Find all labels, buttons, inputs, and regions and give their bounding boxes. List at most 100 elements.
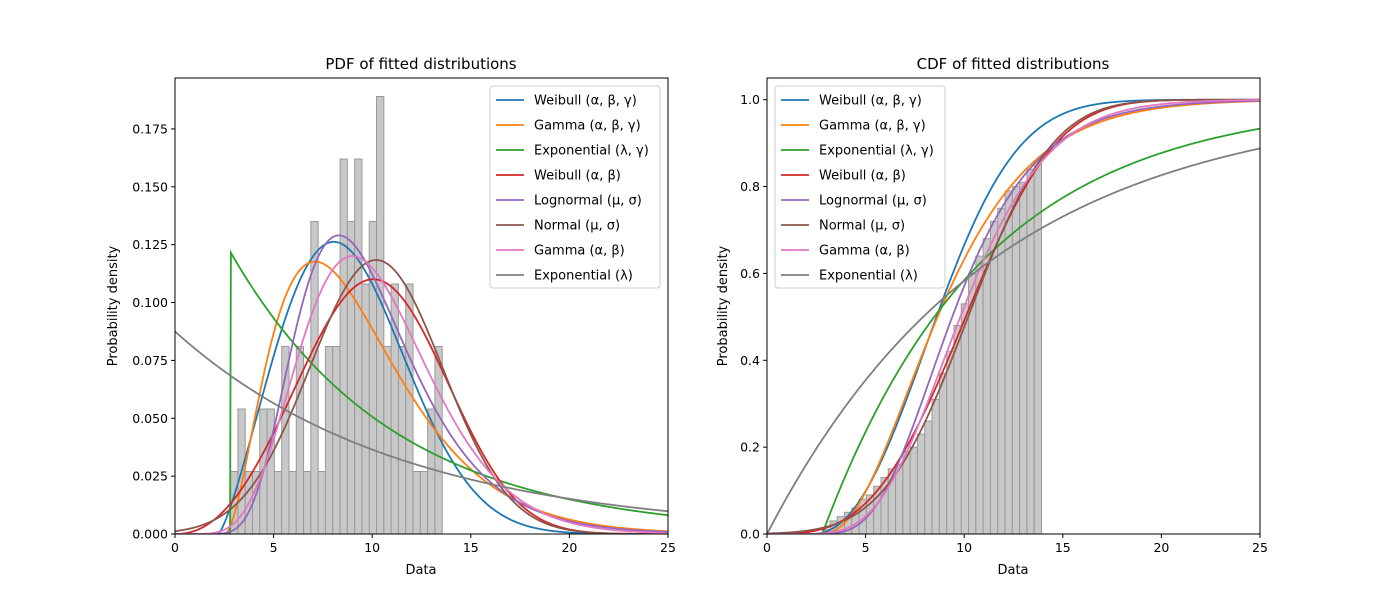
pdf-histogram-bar [376, 96, 385, 535]
cdf-histogram-bar [946, 351, 955, 535]
pdf-legend-label: Lognormal (μ, σ) [534, 194, 642, 209]
pdf-histogram-bar [339, 158, 348, 535]
cdf-histogram-bar [975, 255, 984, 535]
pdf-histogram-bar [303, 471, 312, 535]
cdf-legend-label: Gamma (α, β) [819, 244, 910, 259]
pdf-histogram-bar [346, 221, 356, 535]
cdf-legend-label: Normal (μ, σ) [819, 219, 905, 234]
pdf-y-tick-label: 0.150 [132, 179, 168, 194]
pdf-x-tick-label: 25 [660, 540, 676, 555]
cdf-x-axis-label: Data [997, 563, 1028, 578]
cdf-histogram-bar [916, 433, 926, 535]
pdf-chart-title: PDF of fitted distributions [325, 55, 516, 73]
pdf-legend-label: Weibull (α, β) [534, 169, 621, 184]
cdf-chart: CDF of fitted distributions Data Probabi… [716, 55, 1268, 578]
cdf-legend-label: Lognormal (μ, σ) [819, 194, 927, 209]
cdf-histogram [822, 160, 1043, 535]
pdf-x-tick-label: 10 [364, 540, 380, 555]
pdf-y-tick-label: 0.050 [132, 411, 168, 426]
cdf-series-line [767, 127, 1260, 534]
pdf-histogram-bar [288, 471, 297, 535]
pdf-histogram-bar [354, 158, 363, 535]
pdf-histogram-bar [310, 221, 319, 535]
cdf-y-tick-label: 1.0 [740, 92, 760, 107]
cdf-histogram-bar [931, 398, 940, 535]
cdf-series-line [767, 147, 1260, 534]
pdf-series-line [175, 234, 668, 534]
pdf-y-tick-label: 0.175 [132, 121, 168, 136]
cdf-series-line [767, 98, 1260, 534]
cdf-legend-label: Weibull (α, β, γ) [819, 94, 922, 109]
pdf-x-tick-label: 20 [561, 540, 577, 555]
pdf-series-line [175, 255, 668, 534]
cdf-legend: Weibull (α, β, γ) Gamma (α, β, γ) Exponent… [774, 85, 946, 289]
pdf-histogram-bar [412, 471, 421, 535]
pdf-x-tick-label: 0 [171, 540, 179, 555]
pdf-y-tick-label: 0.025 [132, 469, 168, 484]
pdf-legend-label: Weibull (α, β, γ) [534, 94, 637, 109]
pdf-histogram-bar [324, 346, 334, 535]
pdf-y-tick-label: 0.100 [132, 295, 168, 310]
cdf-histogram-bar [1011, 186, 1021, 535]
pdf-x-tick-label: 5 [270, 540, 278, 555]
cdf-x-tick-label: 0 [763, 540, 771, 555]
cdf-legend-label: Gamma (α, β, γ) [819, 119, 926, 134]
pdf-series-line [175, 260, 668, 534]
pdf-series-line [175, 249, 668, 534]
pdf-y-tick-label: 0.125 [132, 237, 168, 252]
pdf-series-line [175, 240, 668, 534]
cdf-y-tick-label: 0.4 [740, 353, 760, 368]
cdf-chart-title: CDF of fitted distributions [917, 55, 1110, 73]
pdf-legend-label: Gamma (α, β, γ) [534, 119, 641, 134]
cdf-histogram-bar [909, 446, 918, 535]
pdf-histogram-bar [383, 346, 392, 535]
cdf-series-line [767, 99, 1260, 534]
cdf-legend-label: Exponential (λ, γ) [819, 144, 934, 159]
cdf-histogram-bar [924, 420, 933, 535]
pdf-x-axis-label: Data [405, 563, 436, 578]
pdf-series-line [175, 259, 668, 534]
cdf-histogram-bar [902, 450, 911, 535]
pdf-chart: PDF of fitted distributions Data Probabi… [106, 55, 676, 578]
pdf-histogram-bar [419, 471, 429, 535]
cdf-y-tick-label: 0.2 [740, 440, 760, 455]
cdf-histogram-bar [997, 207, 1006, 535]
pdf-legend-label: Exponential (λ) [534, 269, 633, 284]
cdf-y-axis-label: Probability density [716, 245, 731, 366]
pdf-histogram-bar [390, 283, 399, 535]
cdf-histogram-bar [895, 464, 904, 535]
pdf-histogram [230, 96, 443, 535]
pdf-histogram-bar [317, 471, 326, 535]
cdf-x-tick-label: 10 [956, 540, 972, 555]
cdf-histogram-bar [938, 372, 948, 535]
cdf-x-tick-label: 20 [1153, 540, 1169, 555]
pdf-y-tick-label: 0.000 [132, 527, 168, 542]
pdf-legend-label: Normal (μ, σ) [534, 219, 620, 234]
cdf-y-tick-label: 0.0 [740, 527, 760, 542]
pdf-y-tick-label: 0.075 [132, 353, 168, 368]
cdf-legend-label: Weibull (α, β) [819, 169, 906, 184]
cdf-x-tick-label: 25 [1252, 540, 1268, 555]
pdf-axes-frame [174, 77, 669, 535]
pdf-legend: Weibull (α, β, γ) Gamma (α, β, γ) Exponent… [489, 85, 661, 289]
pdf-histogram-bar [405, 283, 414, 535]
cdf-x-tick-label: 5 [862, 540, 870, 555]
cdf-histogram-bar [982, 238, 991, 535]
cdf-histogram-bar [989, 220, 999, 535]
cdf-histogram-bar [1026, 168, 1035, 535]
pdf-legend-label: Gamma (α, β) [534, 244, 625, 259]
cdf-y-tick-label: 0.8 [740, 179, 760, 194]
cdf-histogram-bar [960, 303, 970, 535]
cdf-legend-label: Exponential (λ) [819, 269, 918, 284]
cdf-histogram-bar [1004, 190, 1013, 535]
pdf-legend-label: Exponential (λ, γ) [534, 144, 649, 159]
cdf-x-tick-label: 15 [1055, 540, 1071, 555]
pdf-legend-box [489, 85, 661, 289]
cdf-series-line [767, 99, 1260, 534]
cdf-y-tick-label: 0.6 [740, 266, 760, 281]
pdf-histogram-bar [295, 346, 305, 535]
pdf-series-line [175, 330, 668, 513]
cdf-legend-box [774, 85, 946, 289]
cdf-histogram-bar [953, 325, 962, 535]
